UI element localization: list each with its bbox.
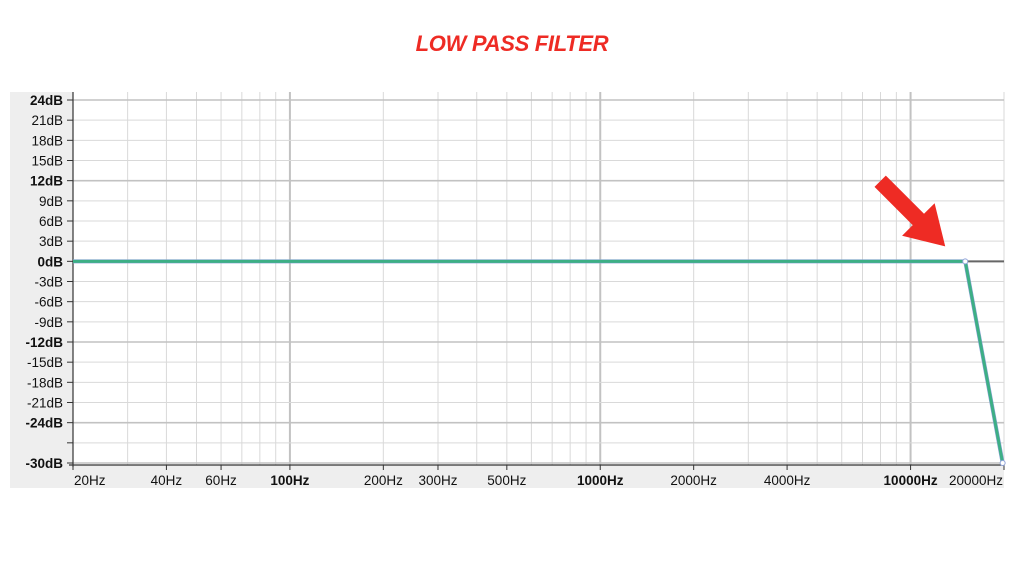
- x-tick-label: 10000Hz: [884, 473, 938, 488]
- data-point: [999, 460, 1006, 466]
- y-tick-label: 12dB: [30, 174, 63, 189]
- y-tick-label: 24dB: [30, 93, 63, 108]
- y-tick-label: -15dB: [27, 355, 63, 370]
- y-tick-label: 9dB: [39, 194, 63, 209]
- y-tick-label: 21dB: [31, 113, 63, 128]
- y-tick-label: -24dB: [25, 416, 63, 431]
- axes: 24dB 21dB 18dB 15dB 12dB 9dB 6dB 3dB 0dB -3dB -6dB…: [25, 92, 1005, 488]
- x-tick-label: 40Hz: [151, 473, 183, 488]
- y-tick-label: -12dB: [25, 335, 63, 350]
- page-title: LOW PASS FILTER: [415, 31, 609, 56]
- y-tick-label: 0dB: [37, 254, 63, 269]
- x-tick-label: 100Hz: [270, 473, 309, 488]
- y-tick-label: -9dB: [34, 315, 63, 330]
- y-tick-label: -21dB: [27, 396, 63, 411]
- x-tick-label: 300Hz: [418, 473, 457, 488]
- y-tick-label: 6dB: [39, 214, 63, 229]
- y-tick-label: -18dB: [27, 375, 63, 390]
- y-tick-label: 18dB: [31, 133, 63, 148]
- plot-area: [73, 92, 1004, 465]
- y-tick-label: -6dB: [34, 295, 63, 310]
- y-tick-label: 3dB: [39, 234, 63, 249]
- x-tick-label: 20Hz: [74, 473, 106, 488]
- data-point: [962, 258, 969, 265]
- annotations: [874, 175, 946, 247]
- x-tick-label: 500Hz: [487, 473, 526, 488]
- x-tick-label: 4000Hz: [764, 473, 811, 488]
- x-tick-label: 20000Hz: [949, 473, 1003, 488]
- y-tick-label: -30dB: [25, 456, 63, 471]
- x-tick-label: 60Hz: [205, 473, 237, 488]
- y-tick-label: 15dB: [31, 154, 63, 169]
- red-arrow-shape: [874, 175, 946, 247]
- x-tick-label: 2000Hz: [670, 473, 717, 488]
- x-tick-label: 200Hz: [364, 473, 403, 488]
- x-tick-label: 1000Hz: [577, 473, 624, 488]
- series-layer: [73, 258, 1006, 466]
- red-arrow: [874, 175, 946, 247]
- y-tick-label: -3dB: [34, 275, 63, 290]
- grid-lines: [72, 92, 1005, 465]
